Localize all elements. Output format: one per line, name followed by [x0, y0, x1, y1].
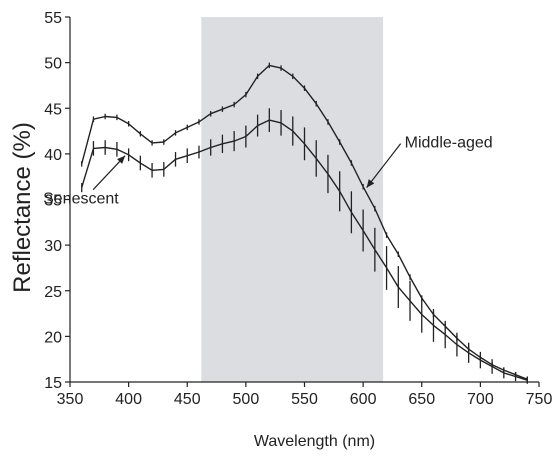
annotations: Middle-aged Senescent — [43, 135, 493, 208]
x-tick-label: 550 — [291, 391, 318, 408]
y-tick-label: 40 — [44, 147, 62, 164]
y-tick-label: 35 — [44, 193, 62, 210]
x-tick-label: 400 — [115, 391, 142, 408]
senescent-arrowhead — [117, 155, 126, 164]
y-tick-label: 15 — [44, 375, 62, 392]
x-tick-label: 750 — [526, 391, 553, 408]
x-tick-label: 700 — [467, 391, 494, 408]
y-tick-label: 50 — [44, 56, 62, 73]
middle-aged-arrowhead — [366, 179, 375, 188]
x-tick-label: 600 — [350, 391, 377, 408]
middle-aged-label: Middle-aged — [405, 135, 493, 152]
x-tick-label: 500 — [233, 391, 260, 408]
y-tick-label: 25 — [44, 284, 62, 301]
series-senescent — [81, 108, 528, 384]
x-tick-label: 350 — [57, 391, 84, 408]
axes: 15 20 25 30 35 40 45 50 55 350 400 450 500 550 600 650 7… — [44, 10, 552, 408]
series-layer — [81, 62, 528, 384]
shaded-region — [201, 17, 384, 382]
x-tick-label: 650 — [408, 391, 435, 408]
x-axis-title: Wavelength (nm) — [254, 433, 375, 450]
middle-aged-annotation-arrow — [366, 143, 402, 189]
y-tick-label: 30 — [44, 238, 62, 255]
y-axis-title: Reflectance (%) — [9, 122, 36, 293]
y-tick-label: 55 — [44, 10, 62, 27]
y-tick-label: 45 — [44, 101, 62, 118]
x-tick-label: 450 — [174, 391, 201, 408]
y-tick-label: 20 — [44, 329, 62, 346]
senescent-label: Senescent — [43, 191, 119, 208]
